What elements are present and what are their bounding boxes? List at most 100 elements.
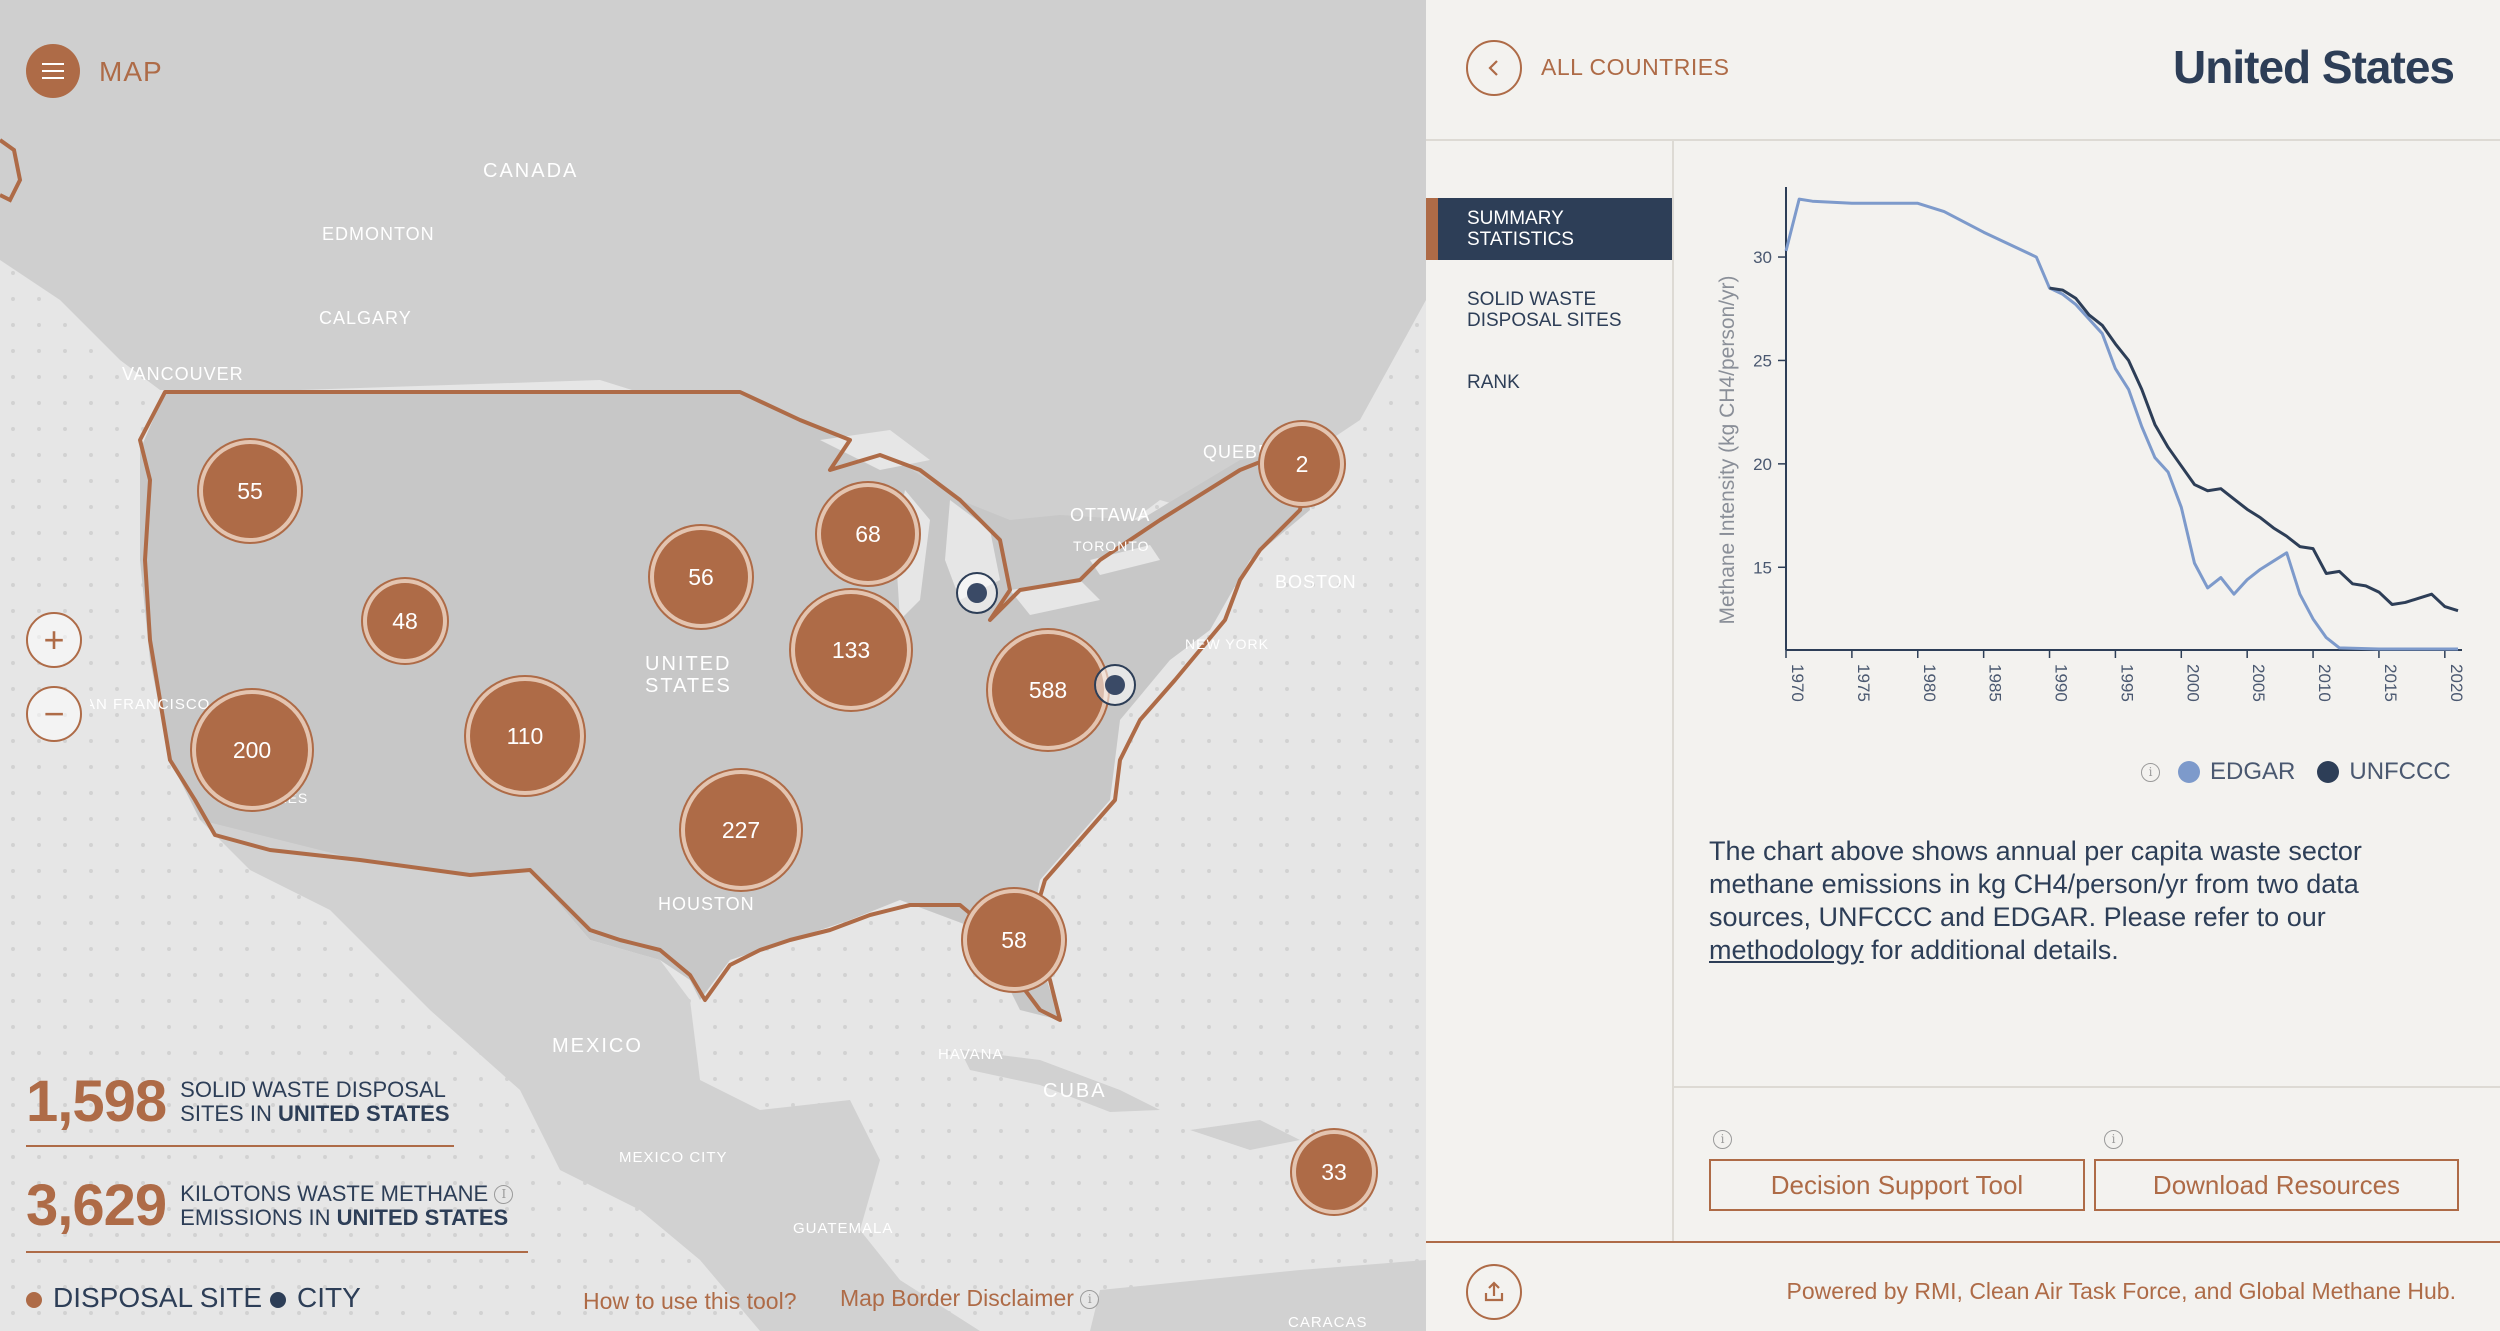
x-tick-label: 2015 <box>2381 664 2400 702</box>
map-title: MAP <box>99 56 163 87</box>
y-axis-label: Methane Intensity (kg CH4/person/yr) <box>1716 276 1739 625</box>
x-tick-label: 1990 <box>2052 664 2071 702</box>
label-mexico: MEXICO <box>552 1035 643 1057</box>
emissions-count: 3,629 <box>26 1173 167 1238</box>
label-toronto: TORONTO <box>1073 538 1150 554</box>
x-tick-label: 1980 <box>1920 664 1939 702</box>
label-ottawa: OTTAWA <box>1070 505 1151 525</box>
info-icon[interactable]: i <box>1713 1130 1732 1149</box>
legend-unfccc: UNFCCC <box>2349 758 2451 785</box>
great-lakes <box>820 430 1160 620</box>
chart-legend: i EDGAR UNFCCC <box>2141 758 2451 786</box>
map-view[interactable]: CANADA EDMONTON CALGARY VANCOUVER QUEBEC… <box>0 0 1426 1331</box>
city-legend-icon <box>270 1292 286 1308</box>
nav-solid-waste-disposal-sites[interactable]: SOLID WASTE DISPOSAL SITES <box>1467 289 1622 331</box>
menu-button[interactable] <box>26 44 80 98</box>
land-mexico <box>200 820 980 1331</box>
powered-by: Powered by RMI, Clean Air Task Force, an… <box>1786 1278 2456 1304</box>
share-icon <box>1484 1281 1504 1302</box>
label-united-states: UNITED STATES <box>645 653 732 697</box>
city-marker[interactable] <box>956 572 998 614</box>
label-boston: BOSTON <box>1275 572 1357 592</box>
x-tick-label: 2010 <box>2315 664 2334 702</box>
cluster-marker[interactable]: 588 <box>992 634 1104 746</box>
cluster-marker[interactable]: 56 <box>654 530 748 624</box>
label-cuba: CUBA <box>1043 1080 1107 1102</box>
city-marker[interactable] <box>1094 664 1136 706</box>
series-line-unfccc <box>2049 286 2459 613</box>
info-icon[interactable]: i <box>2141 762 2160 782</box>
alaska-border-fragment <box>0 138 23 203</box>
label-canada: CANADA <box>483 160 579 182</box>
label-new-york: NEW YORK <box>1185 636 1269 652</box>
us-border <box>138 390 1307 1022</box>
label-houston: HOUSTON <box>658 894 755 914</box>
label-edmonton: EDMONTON <box>322 224 435 244</box>
y-tick-label: 30 <box>1753 248 1772 267</box>
land-canada <box>0 0 1426 590</box>
zoom-in-button[interactable]: + <box>26 612 82 668</box>
x-tick-label: 1985 <box>1986 664 2005 702</box>
edgar-legend-icon <box>2178 761 2200 783</box>
disposal-site-legend-icon <box>26 1292 42 1308</box>
x-tick-label: 2000 <box>2183 664 2202 702</box>
cluster-marker[interactable]: 200 <box>196 694 308 806</box>
label-caracas: CARACAS <box>1288 1314 1368 1331</box>
label-san-francisco: SAN FRANCISCO <box>74 696 211 713</box>
land-us <box>140 392 1310 1020</box>
y-tick-label: 20 <box>1753 455 1772 474</box>
map-border-disclaimer-link[interactable]: Map Border Disclaimer i <box>840 1285 1100 1312</box>
cluster-marker[interactable]: 48 <box>367 583 443 659</box>
x-tick-label: 1975 <box>1854 664 1873 702</box>
divider <box>26 1251 528 1253</box>
cluster-marker[interactable]: 227 <box>685 774 797 886</box>
cluster-marker[interactable]: 68 <box>821 487 915 581</box>
cluster-marker[interactable]: 133 <box>795 594 907 706</box>
land-cuba <box>960 1050 1160 1112</box>
divider <box>1426 139 2500 141</box>
legend-city: CITY <box>297 1282 361 1313</box>
methodology-link[interactable]: methodology <box>1709 935 1864 965</box>
divider <box>1672 139 1674 1241</box>
x-tick-label: 1995 <box>2117 664 2136 702</box>
label-quebec: QUEBEC <box>1203 442 1286 462</box>
nav-rank[interactable]: RANK <box>1467 372 1520 393</box>
label-mexico-city: MEXICO CITY <box>619 1149 728 1166</box>
cluster-marker[interactable]: 110 <box>470 681 580 791</box>
legend-edgar: EDGAR <box>2210 758 2296 785</box>
country-panel: ALL COUNTRIES United States SUMMARY STAT… <box>1426 0 2500 1331</box>
cluster-marker[interactable]: 58 <box>967 893 1061 987</box>
cluster-marker[interactable]: 55 <box>203 444 297 538</box>
label-los-angeles: LOS ANGELES <box>280 790 308 806</box>
download-resources-button[interactable]: Download Resources <box>2094 1159 2459 1211</box>
page-title: United States <box>2173 41 2455 93</box>
divider <box>1673 1086 2500 1088</box>
info-icon: i <box>1080 1290 1100 1310</box>
share-button[interactable] <box>1466 1264 1522 1320</box>
chevron-left-icon <box>1488 60 1498 76</box>
zoom-out-button[interactable]: − <box>26 686 82 742</box>
all-countries-link[interactable]: ALL COUNTRIES <box>1541 54 1730 80</box>
series-line-edgar <box>1784 197 2458 651</box>
back-button[interactable] <box>1466 40 1522 96</box>
x-tick-label: 1970 <box>1788 664 1807 702</box>
basemap <box>0 0 1426 1331</box>
x-tick-label: 2020 <box>2447 664 2466 702</box>
sites-count: 1,598 <box>26 1069 167 1134</box>
unfccc-legend-icon <box>2317 761 2340 783</box>
y-tick-label: 25 <box>1753 351 1772 370</box>
label-guatemala: GUATEMALA <box>793 1220 894 1237</box>
cluster-marker[interactable]: 2 <box>1264 426 1340 502</box>
label-calgary: CALGARY <box>319 308 412 328</box>
hamburger-icon <box>42 63 64 65</box>
decision-support-tool-button[interactable]: Decision Support Tool <box>1709 1159 2085 1211</box>
nav-summary-statistics[interactable]: SUMMARY STATISTICS <box>1426 198 1672 260</box>
emissions-label: KILOTONS WASTE METHANE i EMISSIONS IN UN… <box>180 1181 514 1230</box>
info-icon[interactable]: i <box>494 1185 514 1205</box>
legend-disposal-site: DISPOSAL SITE <box>53 1282 263 1313</box>
cluster-marker[interactable]: 33 <box>1296 1134 1372 1210</box>
y-tick-label: 15 <box>1753 558 1772 577</box>
label-havana: HAVANA <box>938 1046 1004 1063</box>
info-icon[interactable]: i <box>2104 1130 2123 1149</box>
how-to-link[interactable]: How to use this tool? <box>583 1288 797 1314</box>
